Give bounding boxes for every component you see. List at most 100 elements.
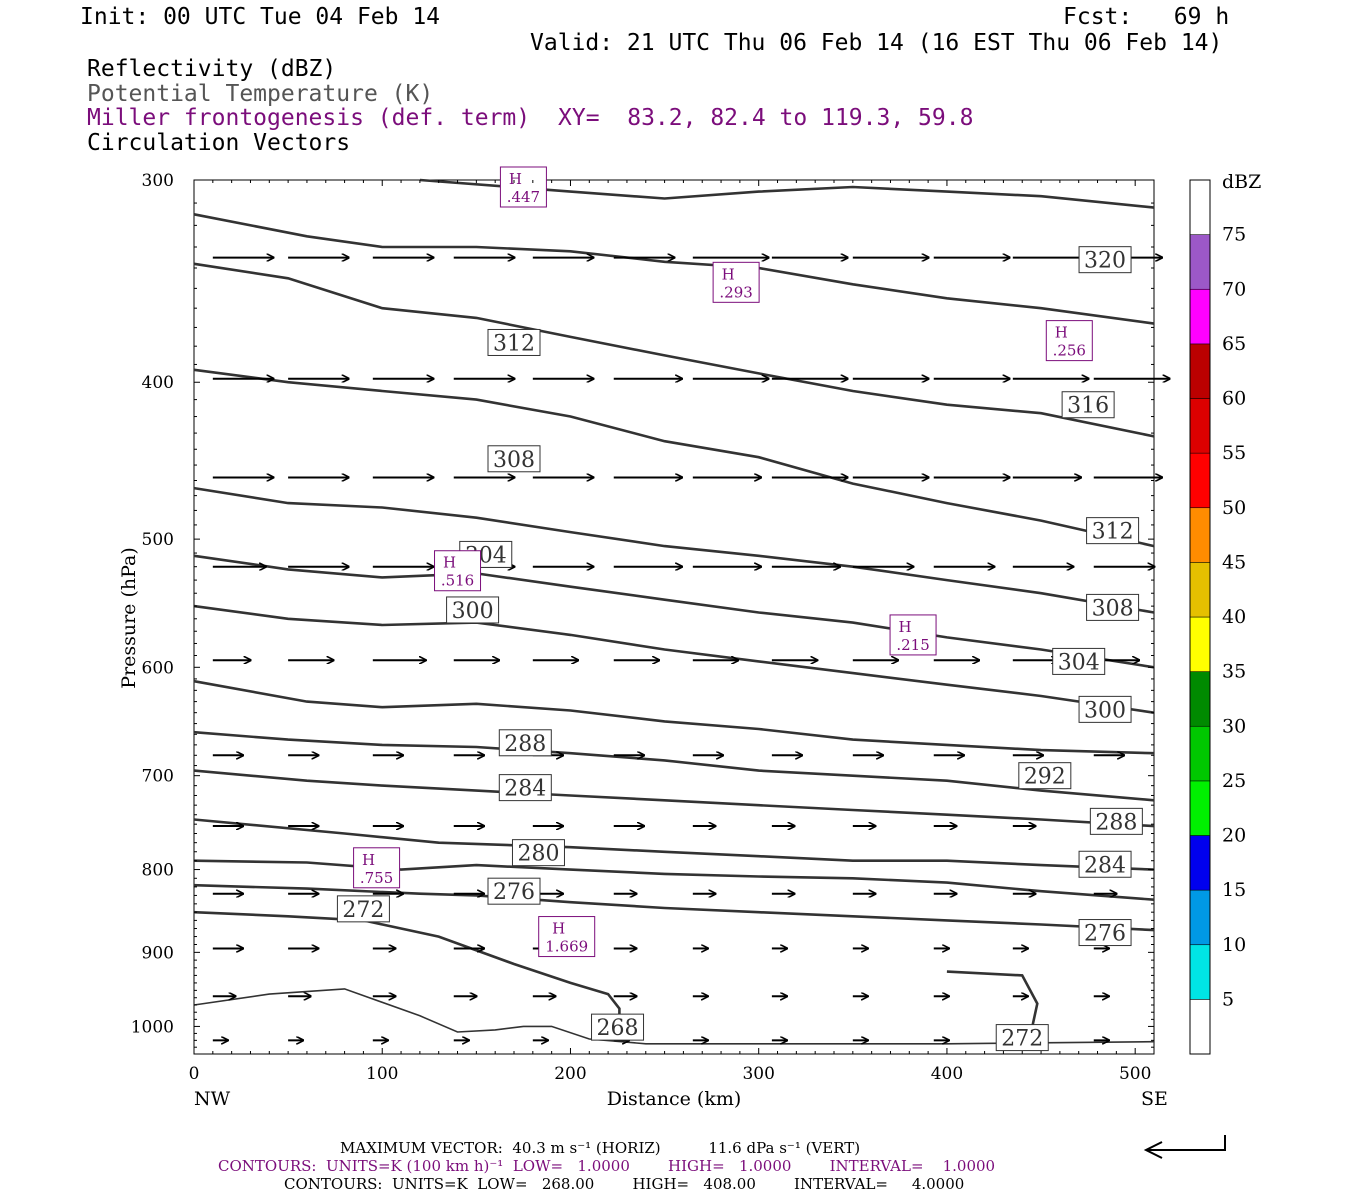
- colorbar-label: 40: [1222, 606, 1246, 628]
- theta-label-box: [1018, 762, 1072, 790]
- theta-label: 312: [493, 331, 535, 356]
- theta-label-box: [487, 877, 541, 905]
- theta-label: 300: [1084, 698, 1126, 723]
- theta-contour-312: [193, 368, 1155, 548]
- x-tick-label: 0: [189, 1064, 200, 1084]
- theta-contour-272: [946, 970, 1039, 1031]
- frontogenesis-max-box: [712, 261, 760, 303]
- colorbar-swatch: [1189, 179, 1211, 235]
- theta-label: 288: [1095, 810, 1137, 835]
- theta-contour-268: [193, 988, 1155, 1045]
- y-tick-label: 700: [142, 767, 174, 787]
- theta-label-box: [336, 895, 390, 923]
- frontogenesis-max-value: .516: [441, 572, 474, 590]
- theta-label: 276: [1084, 922, 1126, 947]
- colorbar-label: 5: [1222, 988, 1234, 1010]
- theta-label-box: [1078, 919, 1132, 947]
- theta-label: 276: [493, 880, 535, 905]
- frontogenesis-max-box: [499, 166, 547, 208]
- se-label: SE: [1141, 1088, 1168, 1110]
- colorbar-swatch: [1189, 616, 1211, 672]
- colorbar-swatch: [1189, 671, 1211, 727]
- valid-time: Valid: 21 UTC Thu 06 Feb 14 (16 EST Thu …: [530, 30, 1223, 56]
- theta-contour-272: [193, 910, 621, 1035]
- theta-contour-292: [193, 730, 1155, 802]
- theta-label: 320: [1084, 249, 1126, 274]
- theta-contour-324: [419, 178, 1155, 209]
- theta-label: 284: [504, 777, 546, 802]
- y-axis-label: Pressure (hPa): [118, 547, 140, 689]
- colorbar-swatch: [1189, 726, 1211, 782]
- theta-label: 284: [1084, 853, 1126, 878]
- theta-label-box: [511, 839, 565, 867]
- frontogenesis-max-label: H: [899, 618, 912, 636]
- colorbar-swatch: [1189, 889, 1211, 945]
- theta-contour-276: [193, 883, 1155, 932]
- colorbar-label: 70: [1222, 278, 1246, 300]
- y-tick-label: 600: [142, 658, 174, 678]
- theta-label-box: [1078, 246, 1132, 274]
- frontogenesis-max-value: .755: [360, 869, 393, 887]
- forecast-hour: Fcst: 69 h: [1063, 4, 1230, 30]
- cross-section-endpoints: XY= 83.2, 82.4 to 119.3, 59.8: [558, 105, 974, 131]
- theta-label: 288: [504, 732, 546, 757]
- theta-label-box: [498, 729, 552, 757]
- colorbar-swatch: [1189, 780, 1211, 836]
- theta-labels: 312 308 304 300 288 284 280 276 272 268 272 320 316 3…: [336, 246, 1143, 1052]
- theta-label-box: [487, 445, 541, 473]
- frontogenesis-max-label: H: [1055, 324, 1068, 342]
- colorbar-swatch: [1189, 507, 1211, 563]
- frontogenesis-max-label: H: [552, 920, 565, 938]
- init-time: Init: 00 UTC Tue 04 Feb 14: [80, 4, 441, 30]
- footer-max-vector: MAXIMUM VECTOR: 40.3 m s⁻¹ (HORIZ) 11.6 …: [340, 1139, 861, 1157]
- frontogenesis-max-label: H: [362, 851, 375, 869]
- frontogenesis-max-box: [434, 550, 482, 592]
- theta-label-box: [498, 774, 552, 802]
- theta-label-box: [1061, 391, 1115, 419]
- nw-label: NW: [194, 1088, 231, 1110]
- colorbar-unit: dBZ: [1222, 171, 1261, 193]
- theta-label-box: [446, 596, 500, 624]
- theta-contour-300: [193, 604, 1155, 714]
- theta-contour-288: [193, 769, 1155, 828]
- colorbar-label: 45: [1222, 551, 1246, 573]
- theta-label: 308: [493, 448, 535, 473]
- frontogenesis-max-label: H: [722, 265, 735, 283]
- y-tick-label: 800: [142, 861, 174, 881]
- colorbar-label: 25: [1222, 770, 1246, 792]
- y-tick-label: 900: [142, 943, 174, 963]
- colorbar-label: 35: [1222, 661, 1246, 683]
- field-theta: Potential Temperature (K): [87, 81, 434, 107]
- theta-contour-320: [193, 213, 1155, 325]
- axis-ticks: 300 400 500 600 700 800 900 1000 0 100 200 300 400 50…: [131, 171, 1155, 1084]
- theta-label-box: [1078, 850, 1132, 878]
- colorbar-label: 30: [1222, 715, 1246, 737]
- theta-label: 312: [1092, 520, 1134, 545]
- frontogenesis-max-value: .256: [1053, 342, 1086, 360]
- x-tick-label: 100: [366, 1064, 398, 1084]
- theta-label-box: [995, 1024, 1049, 1052]
- reference-vector-icon: [1143, 1135, 1226, 1159]
- frontogenesis-max-box: [1045, 320, 1093, 362]
- x-tick-label: 400: [931, 1064, 963, 1084]
- colorbar-label: 20: [1222, 825, 1246, 847]
- colorbar-label: 55: [1222, 442, 1246, 464]
- colorbar-swatch: [1189, 835, 1211, 891]
- colorbar-label: 10: [1222, 934, 1246, 956]
- theta-label: 316: [1067, 394, 1109, 419]
- theta-label: 272: [342, 898, 384, 923]
- theta-label: 292: [1024, 765, 1066, 790]
- field-vectors: Circulation Vectors: [87, 130, 351, 156]
- colorbar-swatch: [1189, 234, 1211, 290]
- theta-label-box: [591, 1013, 645, 1041]
- frontogenesis-max-box: [353, 847, 401, 889]
- colorbar-swatch: [1189, 398, 1211, 454]
- theta-label-box: [1052, 647, 1106, 675]
- colorbar-swatch: [1189, 999, 1211, 1055]
- footer-fronto-contours: CONTOURS: UNITS=K (100 km h)⁻¹ LOW= 1.00…: [218, 1157, 996, 1175]
- colorbar-label: 60: [1222, 388, 1246, 410]
- theta-label: 268: [597, 1016, 639, 1041]
- frontogenesis-max-value: .447: [507, 188, 540, 206]
